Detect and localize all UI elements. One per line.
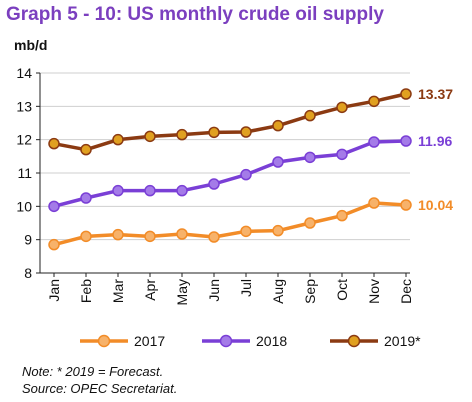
y-tick-label: 10 <box>16 198 32 214</box>
legend-label: 2019* <box>384 333 421 349</box>
data-point <box>400 88 412 100</box>
data-point <box>144 130 156 143</box>
data-point <box>176 128 188 141</box>
note-forecast: Note: * 2019 = Forecast. <box>22 364 164 379</box>
data-point <box>400 135 412 147</box>
data-point <box>48 137 60 150</box>
x-tick-label: May <box>174 279 190 305</box>
data-point <box>112 228 124 241</box>
data-point <box>240 126 252 138</box>
data-point <box>336 101 348 114</box>
y-tick-label: 9 <box>24 232 32 248</box>
x-tick-label: Jan <box>46 279 62 302</box>
end-value-label: 13.37 <box>418 86 453 102</box>
end-labels: 10.04 11.96 13.37 <box>418 86 453 213</box>
data-point <box>80 192 92 204</box>
legend-marker <box>97 334 111 348</box>
series-line-2017 <box>53 201 407 247</box>
data-point <box>336 209 348 222</box>
x-tick-label: Feb <box>78 279 94 303</box>
data-point <box>112 133 124 146</box>
y-tick-label: 8 <box>24 265 32 281</box>
data-point <box>80 143 92 156</box>
grid-lines <box>40 72 410 241</box>
y-tick-label: 12 <box>16 132 32 148</box>
axes: 8 9 10 11 12 13 14 Jan Feb Mar Apr May Jun Jul Aug Sep O… <box>16 65 414 305</box>
note-source: Source: OPEC Secretariat. <box>22 381 178 396</box>
data-point <box>368 95 380 108</box>
legend-label: 2018 <box>256 333 287 349</box>
x-tick-label: Jun <box>206 279 222 302</box>
data-point <box>304 217 316 229</box>
data-point <box>112 184 124 197</box>
y-tick-label: 13 <box>16 98 32 114</box>
series-lines <box>48 88 412 251</box>
x-tick-label: Apr <box>142 279 158 301</box>
legend-label: 2017 <box>134 333 165 349</box>
data-point <box>48 238 60 251</box>
legend-marker <box>219 334 233 348</box>
data-point <box>368 197 380 209</box>
chart-title: Graph 5 - 10: US monthly crude oil suppl… <box>6 4 384 25</box>
data-point <box>304 151 316 164</box>
series-line-2019 <box>53 92 407 152</box>
data-point <box>176 184 188 197</box>
data-point <box>208 178 220 190</box>
data-point <box>272 119 284 132</box>
end-value-label: 11.96 <box>418 133 452 149</box>
data-point <box>336 148 348 161</box>
x-tick-label: Sep <box>302 279 318 304</box>
legend-item: 2018 <box>202 333 287 349</box>
x-tick-label: Oct <box>334 279 350 301</box>
data-point <box>144 230 156 243</box>
x-tick-label: Aug <box>270 279 286 304</box>
series-line-2018 <box>53 139 407 209</box>
x-tick-label: Dec <box>398 279 414 304</box>
end-value-label: 10.04 <box>418 197 453 213</box>
y-axis-unit: mb/d <box>14 37 48 53</box>
data-point <box>208 231 220 243</box>
x-tick-label: Mar <box>110 279 126 303</box>
data-point <box>272 224 284 237</box>
data-point <box>144 184 156 197</box>
y-tick-label: 14 <box>16 65 32 81</box>
data-point <box>208 126 220 139</box>
legend: 2017 2018 2019* <box>80 333 421 349</box>
data-point <box>80 230 92 243</box>
data-point <box>368 136 380 148</box>
y-tick-label: 11 <box>17 165 32 181</box>
data-point <box>272 156 284 168</box>
legend-item: 2019* <box>330 333 421 349</box>
legend-marker <box>347 334 361 348</box>
data-point <box>304 109 316 122</box>
line-chart: 8 9 10 11 12 13 14 Jan Feb Mar Apr May Jun Jul Aug Sep O… <box>16 65 453 349</box>
data-point <box>48 200 60 213</box>
legend-item: 2017 <box>80 333 165 349</box>
data-point <box>240 168 252 181</box>
data-point <box>400 199 412 211</box>
x-tick-label: Nov <box>366 279 382 304</box>
x-tick-label: Jul <box>238 279 254 297</box>
data-point <box>240 225 252 238</box>
data-point <box>176 228 188 240</box>
